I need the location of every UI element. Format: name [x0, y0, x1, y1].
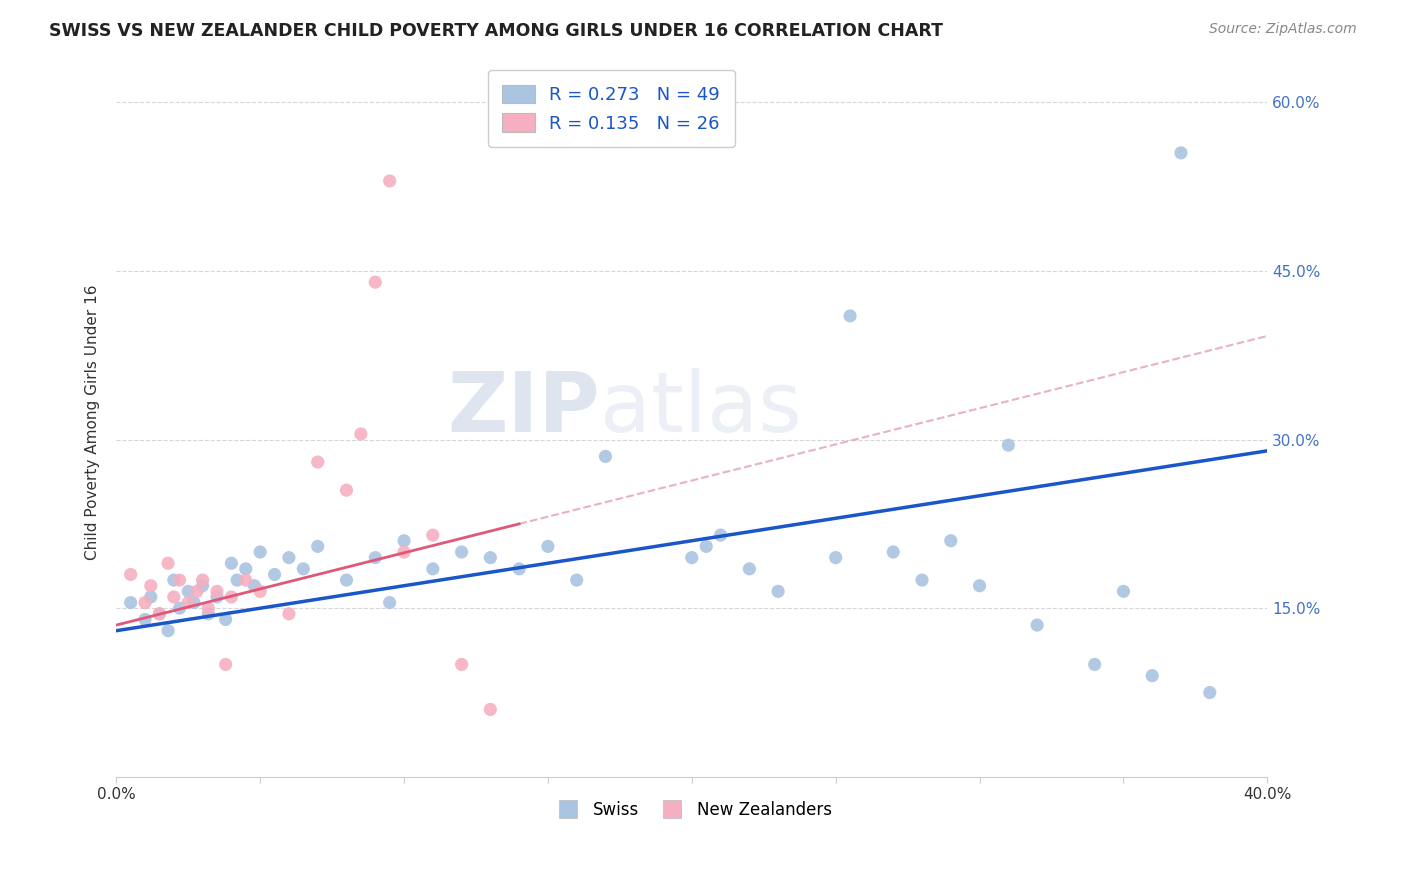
Point	[134, 596, 156, 610]
Point	[595, 450, 617, 464]
Point	[681, 550, 703, 565]
Text: Source: ZipAtlas.com: Source: ZipAtlas.com	[1209, 22, 1357, 37]
Point	[120, 567, 142, 582]
Point	[1170, 145, 1192, 160]
Point	[214, 657, 236, 672]
Point	[307, 540, 329, 554]
Point	[839, 309, 862, 323]
Point	[139, 590, 162, 604]
Point	[183, 596, 205, 610]
Point	[335, 483, 357, 498]
Point	[422, 562, 444, 576]
Point	[1026, 618, 1049, 632]
Point	[392, 533, 415, 548]
Point	[695, 540, 717, 554]
Point	[163, 573, 186, 587]
Point	[191, 579, 214, 593]
Text: atlas: atlas	[600, 368, 801, 449]
Legend: Swiss, New Zealanders: Swiss, New Zealanders	[544, 794, 839, 825]
Point	[249, 545, 271, 559]
Point	[157, 556, 180, 570]
Point	[824, 550, 846, 565]
Point	[277, 607, 299, 621]
Point	[134, 612, 156, 626]
Point	[508, 562, 530, 576]
Point	[710, 528, 733, 542]
Point	[378, 174, 401, 188]
Point	[537, 540, 560, 554]
Point	[307, 455, 329, 469]
Point	[169, 601, 191, 615]
Text: ZIP: ZIP	[447, 368, 600, 449]
Point	[277, 550, 299, 565]
Point	[479, 550, 502, 565]
Text: SWISS VS NEW ZEALANDER CHILD POVERTY AMONG GIRLS UNDER 16 CORRELATION CHART: SWISS VS NEW ZEALANDER CHILD POVERTY AMO…	[49, 22, 943, 40]
Point	[120, 596, 142, 610]
Point	[139, 579, 162, 593]
Point	[292, 562, 315, 576]
Point	[565, 573, 588, 587]
Point	[378, 596, 401, 610]
Point	[243, 579, 266, 593]
Point	[205, 590, 228, 604]
Point	[221, 590, 243, 604]
Point	[911, 573, 934, 587]
Point	[148, 607, 170, 621]
Point	[479, 702, 502, 716]
Point	[392, 545, 415, 559]
Point	[163, 590, 186, 604]
Point	[177, 596, 200, 610]
Point	[197, 607, 219, 621]
Point	[1142, 668, 1164, 682]
Point	[263, 567, 285, 582]
Point	[1112, 584, 1135, 599]
Point	[939, 533, 962, 548]
Point	[450, 657, 472, 672]
Point	[335, 573, 357, 587]
Point	[177, 584, 200, 599]
Point	[191, 573, 214, 587]
Point	[214, 612, 236, 626]
Point	[235, 573, 257, 587]
Point	[766, 584, 789, 599]
Point	[1198, 685, 1220, 699]
Point	[969, 579, 991, 593]
Point	[738, 562, 761, 576]
Point	[148, 607, 170, 621]
Point	[350, 426, 373, 441]
Point	[249, 584, 271, 599]
Point	[205, 584, 228, 599]
Point	[882, 545, 904, 559]
Y-axis label: Child Poverty Among Girls Under 16: Child Poverty Among Girls Under 16	[86, 285, 100, 560]
Point	[197, 601, 219, 615]
Point	[1084, 657, 1107, 672]
Point	[157, 624, 180, 638]
Point	[221, 556, 243, 570]
Point	[364, 550, 387, 565]
Point	[226, 573, 249, 587]
Point	[997, 438, 1019, 452]
Point	[450, 545, 472, 559]
Point	[169, 573, 191, 587]
Point	[186, 584, 208, 599]
Point	[422, 528, 444, 542]
Point	[364, 275, 387, 289]
Point	[235, 562, 257, 576]
